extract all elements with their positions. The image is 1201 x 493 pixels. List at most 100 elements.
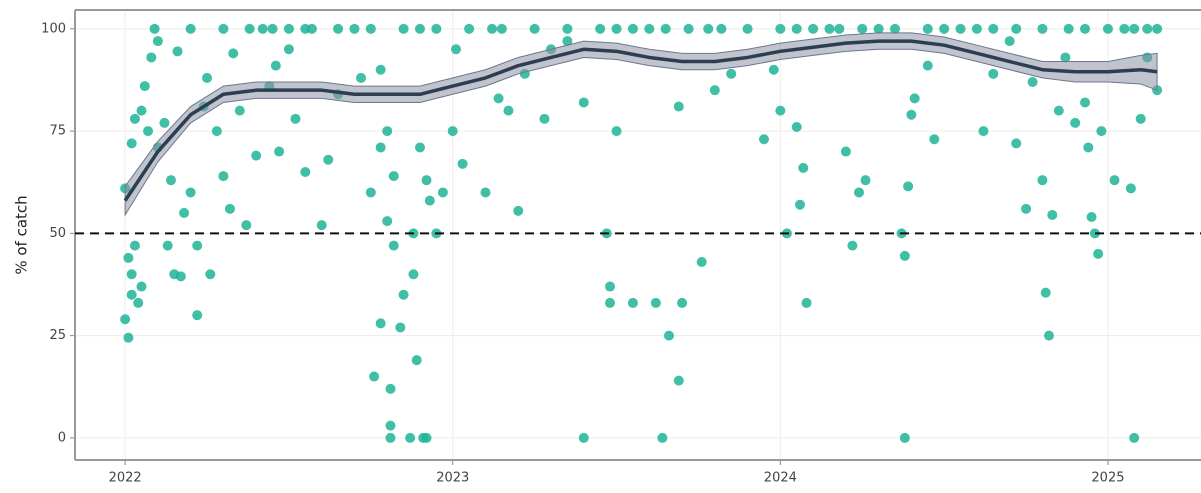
point: [1063, 23, 1074, 34]
point: [270, 60, 281, 71]
point: [123, 252, 134, 263]
point: [834, 23, 845, 34]
point: [369, 371, 380, 382]
x-tick-label: 2024: [764, 471, 797, 486]
point: [604, 281, 615, 292]
point: [503, 105, 514, 116]
point: [120, 314, 131, 325]
x-tick-label: 2023: [436, 471, 469, 486]
point: [405, 432, 416, 443]
point: [300, 167, 311, 177]
point: [1083, 142, 1094, 153]
point: [375, 64, 386, 75]
point: [513, 205, 524, 216]
point: [267, 23, 278, 34]
point: [775, 23, 786, 34]
point: [791, 23, 802, 34]
point: [388, 240, 399, 251]
point: [1070, 117, 1081, 128]
point: [627, 23, 638, 34]
point: [146, 52, 157, 63]
point: [578, 432, 589, 443]
point: [673, 101, 684, 112]
y-axis-label: % of catch: [13, 195, 31, 274]
point: [1011, 138, 1022, 149]
point: [395, 322, 406, 333]
point: [604, 297, 615, 308]
point: [1037, 23, 1048, 34]
point: [929, 134, 940, 145]
point: [611, 23, 622, 34]
point: [388, 171, 399, 182]
point: [424, 195, 435, 206]
point: [1109, 175, 1120, 186]
point: [808, 23, 819, 34]
point: [890, 23, 901, 34]
point: [487, 23, 498, 34]
point: [408, 269, 419, 280]
point: [414, 23, 425, 34]
point: [709, 85, 720, 96]
point: [1053, 105, 1064, 116]
point: [126, 269, 137, 280]
point: [228, 48, 239, 59]
point: [1142, 23, 1153, 34]
point: [703, 23, 714, 34]
point: [1086, 212, 1097, 222]
point: [663, 330, 674, 341]
point: [398, 289, 409, 300]
point: [578, 97, 589, 108]
y-tick-label: 50: [49, 226, 66, 241]
point: [234, 105, 245, 116]
point: [1080, 97, 1091, 108]
point: [847, 240, 858, 251]
point: [529, 23, 540, 34]
point: [385, 383, 396, 394]
point: [650, 297, 661, 308]
point: [274, 146, 285, 157]
point: [447, 126, 458, 137]
point: [149, 23, 160, 34]
point: [496, 23, 507, 34]
point: [451, 44, 462, 55]
point: [218, 171, 229, 182]
point: [1096, 126, 1107, 137]
point: [172, 46, 183, 57]
point: [1047, 209, 1058, 220]
point: [906, 109, 917, 120]
point: [988, 68, 999, 79]
point: [903, 181, 914, 192]
point: [988, 23, 999, 34]
point: [716, 23, 727, 34]
confidence-band: [124, 32, 1158, 217]
point: [1021, 203, 1032, 214]
point: [1093, 248, 1104, 259]
point: [801, 297, 812, 308]
point: [257, 23, 268, 34]
point: [385, 432, 396, 443]
point: [1004, 36, 1015, 47]
point: [365, 187, 376, 198]
point: [1011, 23, 1022, 34]
point: [290, 113, 301, 124]
point: [1060, 52, 1071, 63]
point: [136, 105, 147, 116]
point: [202, 72, 213, 83]
point: [162, 240, 173, 251]
point: [742, 23, 753, 34]
point: [857, 23, 868, 34]
point: [385, 420, 396, 431]
point: [1102, 23, 1113, 34]
point: [205, 269, 216, 280]
point: [283, 23, 294, 34]
point: [133, 297, 144, 308]
point: [165, 175, 176, 186]
point: [431, 23, 442, 34]
point: [1027, 77, 1038, 87]
point: [251, 150, 262, 161]
point: [1152, 23, 1163, 34]
point: [873, 23, 884, 34]
point: [677, 297, 688, 308]
point: [159, 117, 170, 128]
point: [349, 23, 360, 34]
